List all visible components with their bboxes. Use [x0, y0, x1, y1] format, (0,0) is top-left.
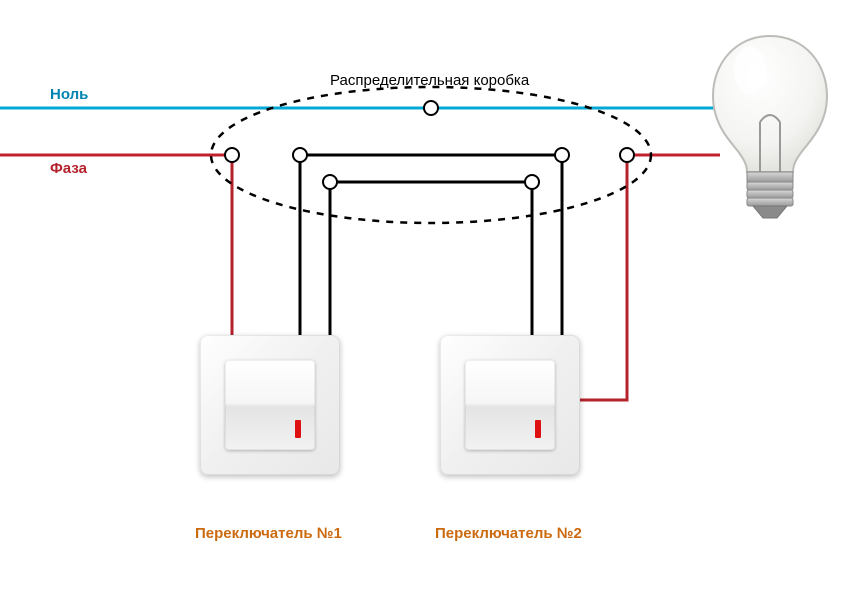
- switch2-label: Переключатель №2: [435, 525, 582, 542]
- switch-1[interactable]: [200, 335, 340, 475]
- node-sw1-l2: [323, 175, 337, 189]
- live-label: Фаза: [50, 160, 87, 177]
- node-live-out: [620, 148, 634, 162]
- switch-2[interactable]: [440, 335, 580, 475]
- node-sw2-l2: [525, 175, 539, 189]
- node-sw2-l1: [555, 148, 569, 162]
- light-bulb-icon: [705, 30, 835, 220]
- switch-1-rocker[interactable]: [225, 360, 315, 450]
- node-sw1-l1: [293, 148, 307, 162]
- node-neutral: [424, 101, 438, 115]
- switch1-label: Переключатель №1: [195, 525, 342, 542]
- node-live-in: [225, 148, 239, 162]
- junction-box-label: Распределительная коробка: [330, 72, 529, 89]
- neutral-label: Ноль: [50, 86, 88, 103]
- switch-2-rocker[interactable]: [465, 360, 555, 450]
